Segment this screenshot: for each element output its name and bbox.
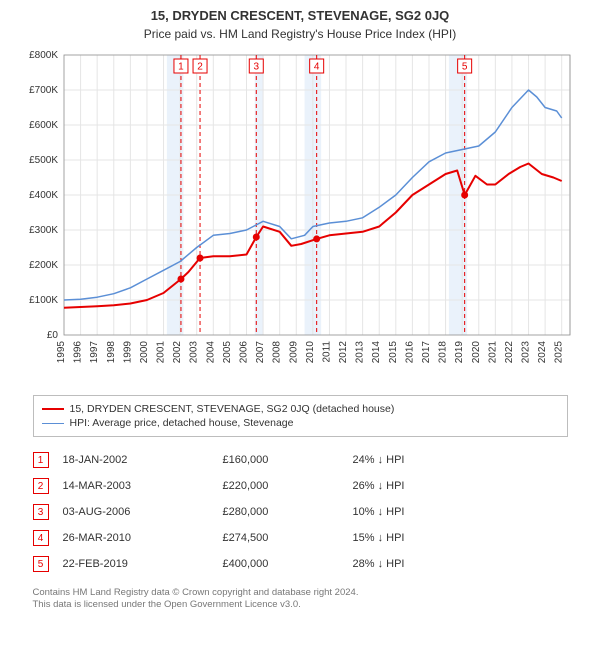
legend-row: 15, DRYDEN CRESCENT, STEVENAGE, SG2 0JQ …	[42, 402, 559, 416]
legend-swatch	[42, 408, 64, 410]
svg-text:£400K: £400K	[29, 190, 58, 201]
svg-text:2015: 2015	[388, 341, 399, 364]
svg-text:2022: 2022	[504, 341, 515, 364]
transaction-date: 22-FEB-2019	[63, 558, 223, 570]
transaction-delta: 28% ↓ HPI	[353, 558, 568, 570]
svg-text:£300K: £300K	[29, 225, 58, 236]
transaction-delta: 10% ↓ HPI	[353, 506, 568, 518]
svg-text:1995: 1995	[56, 341, 67, 364]
svg-text:2013: 2013	[355, 341, 366, 364]
svg-text:2012: 2012	[338, 341, 349, 364]
transaction-date: 26-MAR-2010	[63, 532, 223, 544]
transactions-table: 1 18-JAN-2002£160,00024% ↓ HPI 2 14-MAR-200…	[33, 447, 568, 577]
svg-text:£100K: £100K	[29, 295, 58, 306]
svg-text:2025: 2025	[554, 341, 565, 364]
footer-line-1: Contains HM Land Registry data © Crown c…	[33, 587, 568, 599]
footer-line-2: This data is licensed under the Open Gov…	[33, 599, 568, 611]
legend-row: HPI: Average price, detached house, Stev…	[42, 416, 559, 430]
svg-text:2008: 2008	[272, 341, 283, 364]
svg-text:2009: 2009	[288, 341, 299, 364]
svg-text:2023: 2023	[521, 341, 532, 364]
svg-text:5: 5	[462, 62, 468, 73]
svg-text:2024: 2024	[537, 341, 548, 364]
svg-text:2: 2	[197, 62, 203, 73]
svg-text:2020: 2020	[471, 341, 482, 364]
page-root: 15, DRYDEN CRESCENT, STEVENAGE, SG2 0JQ …	[0, 0, 600, 650]
legend-label: 15, DRYDEN CRESCENT, STEVENAGE, SG2 0JQ …	[70, 403, 395, 415]
svg-text:2010: 2010	[305, 341, 316, 364]
svg-text:2001: 2001	[156, 341, 167, 364]
transaction-marker: 2	[33, 478, 49, 494]
chart-container: £0 £100K £200K £300K £400K £500K £600K £700K £80…	[20, 47, 580, 387]
svg-text:2017: 2017	[421, 341, 432, 364]
svg-text:1999: 1999	[122, 341, 133, 364]
svg-text:4: 4	[314, 62, 320, 73]
transaction-row: 5 22-FEB-2019£400,00028% ↓ HPI	[33, 551, 568, 577]
svg-text:1996: 1996	[73, 341, 84, 364]
transaction-delta: 15% ↓ HPI	[353, 532, 568, 544]
transaction-row: 4 26-MAR-2010£274,50015% ↓ HPI	[33, 525, 568, 551]
svg-text:2007: 2007	[255, 341, 266, 364]
svg-text:2014: 2014	[371, 341, 382, 364]
svg-text:£800K: £800K	[29, 50, 58, 61]
svg-text:2006: 2006	[238, 341, 249, 364]
svg-text:£500K: £500K	[29, 155, 58, 166]
transaction-marker: 1	[33, 452, 49, 468]
transaction-date: 18-JAN-2002	[63, 454, 223, 466]
svg-text:2019: 2019	[454, 341, 465, 364]
transaction-price: £274,500	[223, 532, 353, 544]
svg-text:1997: 1997	[89, 341, 100, 364]
svg-text:2004: 2004	[205, 341, 216, 364]
transaction-row: 3 03-AUG-2006£280,00010% ↓ HPI	[33, 499, 568, 525]
transaction-delta: 26% ↓ HPI	[353, 480, 568, 492]
svg-text:2011: 2011	[321, 341, 332, 363]
svg-text:£200K: £200K	[29, 260, 58, 271]
svg-text:1998: 1998	[106, 341, 117, 364]
svg-text:3: 3	[253, 62, 259, 73]
transaction-date: 03-AUG-2006	[63, 506, 223, 518]
transaction-price: £280,000	[223, 506, 353, 518]
svg-text:2003: 2003	[189, 341, 200, 364]
legend-box: 15, DRYDEN CRESCENT, STEVENAGE, SG2 0JQ …	[33, 395, 568, 437]
price-chart: £0 £100K £200K £300K £400K £500K £600K £700K £80…	[20, 47, 580, 387]
transaction-marker: 4	[33, 530, 49, 546]
svg-text:2005: 2005	[222, 341, 233, 364]
page-title: 15, DRYDEN CRESCENT, STEVENAGE, SG2 0JQ	[0, 0, 600, 23]
page-subtitle: Price paid vs. HM Land Registry's House …	[0, 23, 600, 47]
transaction-row: 1 18-JAN-2002£160,00024% ↓ HPI	[33, 447, 568, 473]
svg-text:2000: 2000	[139, 341, 150, 364]
svg-text:£0: £0	[47, 330, 59, 341]
transaction-marker: 5	[33, 556, 49, 572]
svg-text:1: 1	[178, 62, 184, 73]
legend-swatch	[42, 423, 64, 424]
svg-text:2002: 2002	[172, 341, 183, 364]
svg-text:2021: 2021	[487, 341, 498, 364]
svg-text:2018: 2018	[438, 341, 449, 364]
transaction-price: £220,000	[223, 480, 353, 492]
legend-label: HPI: Average price, detached house, Stev…	[70, 417, 294, 429]
svg-text:£600K: £600K	[29, 120, 58, 131]
svg-text:2016: 2016	[404, 341, 415, 364]
transaction-row: 2 14-MAR-2003£220,00026% ↓ HPI	[33, 473, 568, 499]
transaction-date: 14-MAR-2003	[63, 480, 223, 492]
transaction-delta: 24% ↓ HPI	[353, 454, 568, 466]
transaction-marker: 3	[33, 504, 49, 520]
transaction-price: £160,000	[223, 454, 353, 466]
footer-attribution: Contains HM Land Registry data © Crown c…	[33, 587, 568, 612]
transaction-price: £400,000	[223, 558, 353, 570]
svg-text:£700K: £700K	[29, 85, 58, 96]
